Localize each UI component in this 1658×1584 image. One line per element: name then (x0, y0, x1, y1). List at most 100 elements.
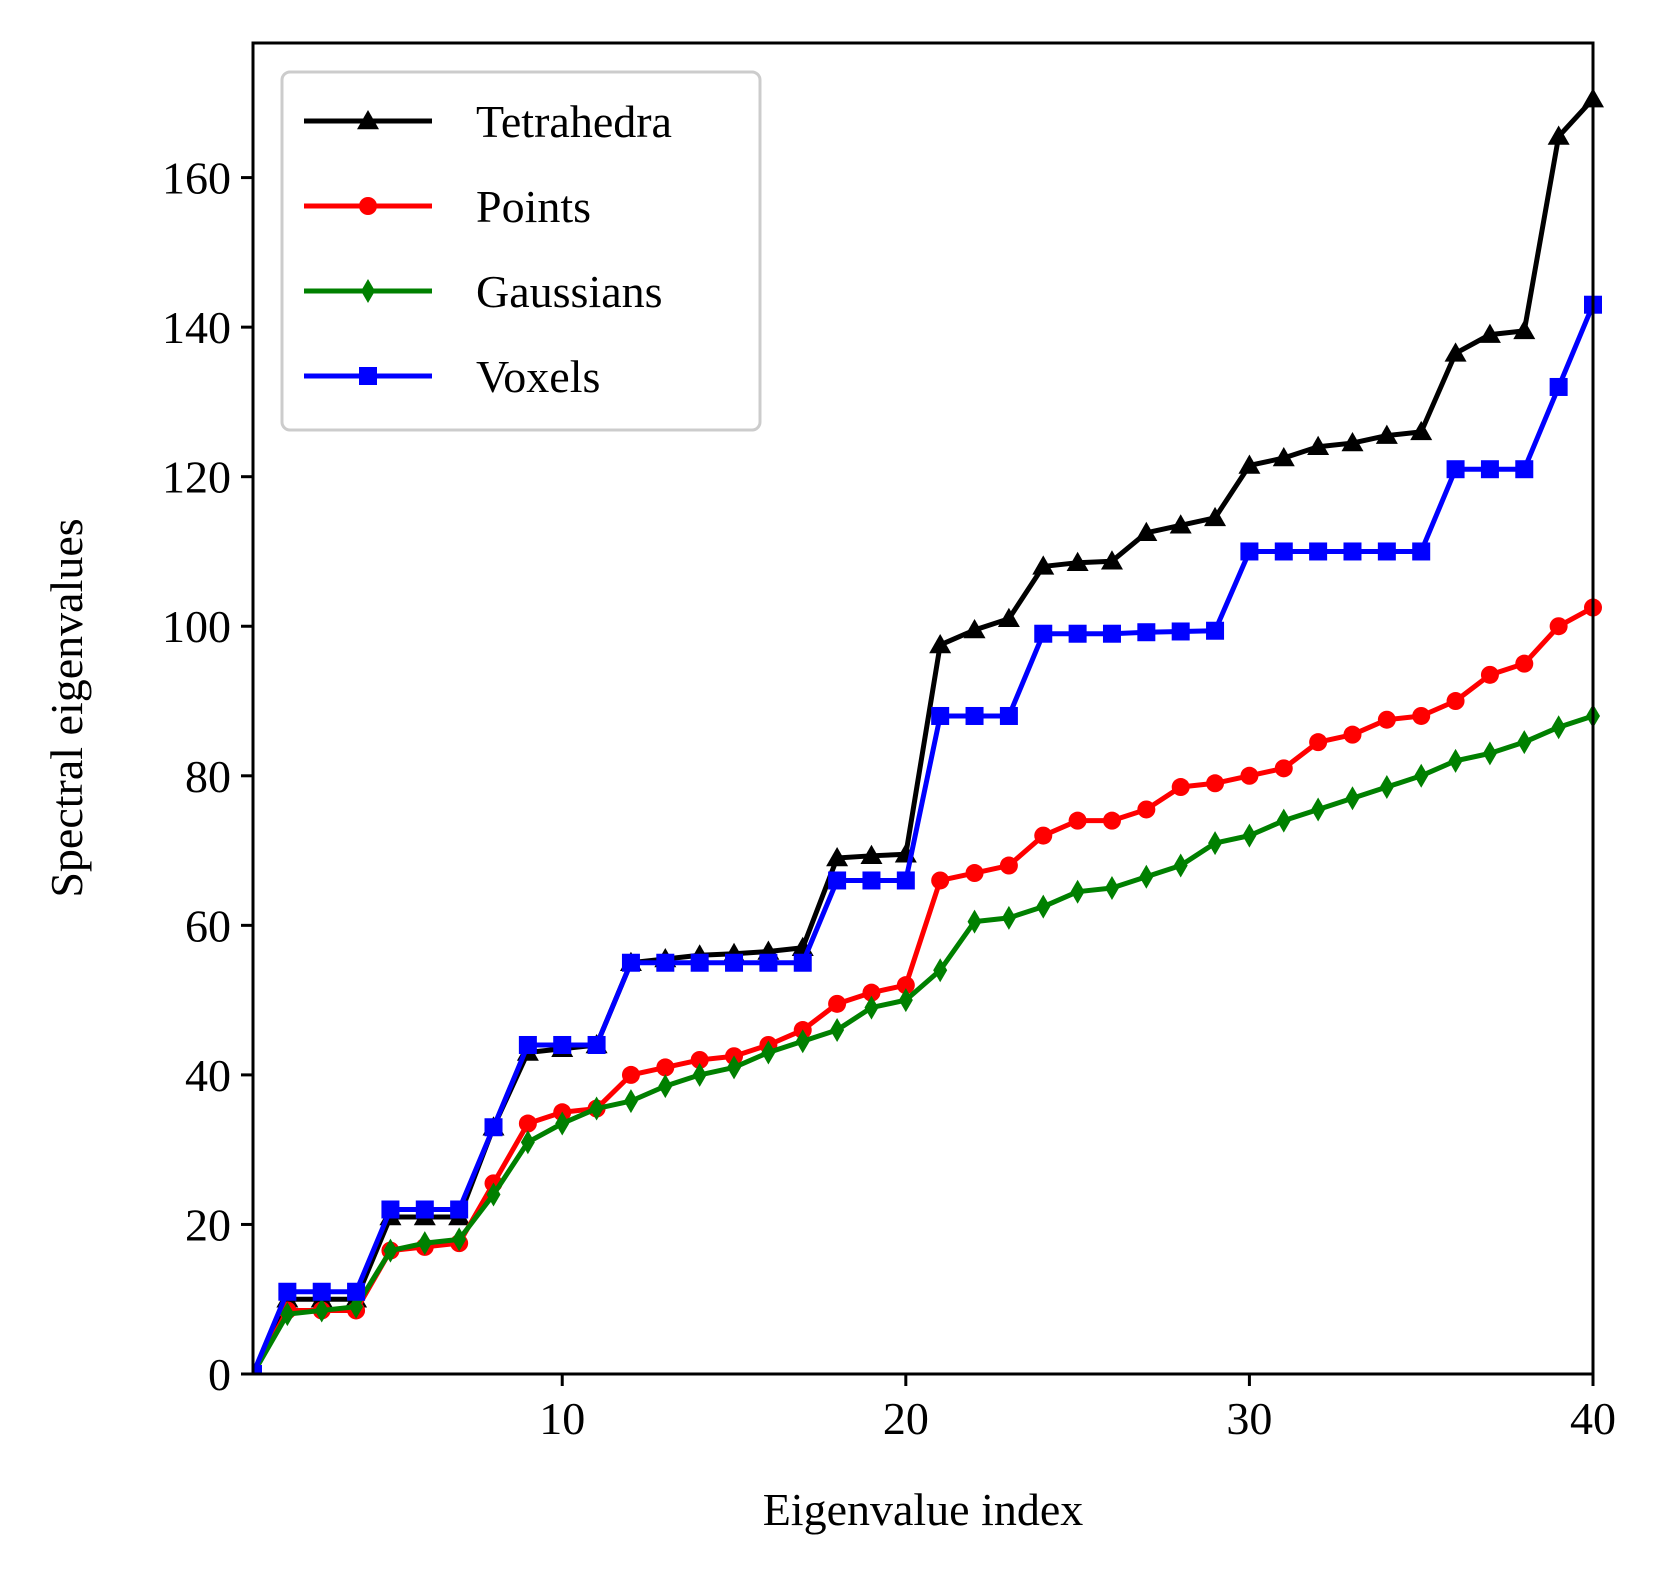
data-point-points (1549, 617, 1568, 636)
data-point-tetrahedra (1032, 555, 1055, 575)
data-point-tetrahedra (1238, 454, 1261, 474)
data-point-tetrahedra (963, 618, 986, 639)
data-point-points (862, 983, 881, 1002)
series-points (253, 598, 1602, 1374)
legend-item-gaussians: Gaussians (304, 266, 663, 317)
data-point-gaussians (1311, 797, 1326, 822)
legend-marker-tetrahedra (357, 110, 379, 130)
data-point-voxels (415, 1200, 434, 1219)
data-point-points (621, 1065, 640, 1084)
data-point-gaussians (1036, 894, 1051, 919)
data-point-gaussians (383, 1238, 398, 1263)
data-point-gaussians (795, 1029, 810, 1054)
x-axis-label: Eigenvalue index (763, 1484, 1084, 1535)
data-point-tetrahedra (1204, 506, 1227, 527)
data-point-tetrahedra (1375, 424, 1398, 444)
data-point-gaussians (417, 1231, 432, 1256)
data-point-gaussians (864, 995, 879, 1020)
data-point-voxels (553, 1035, 572, 1054)
legend-item-tetrahedra: Tetrahedra (304, 96, 672, 147)
data-point-points (1274, 759, 1293, 778)
data-point-gaussians (1345, 786, 1360, 811)
data-point-tetrahedra (1135, 521, 1158, 542)
data-point-voxels (725, 953, 744, 972)
data-point-tetrahedra (1066, 551, 1089, 571)
data-point-gaussians (1379, 775, 1394, 800)
legend-item-voxels: Voxels (304, 351, 600, 402)
legend-item-points: Points (304, 181, 591, 232)
data-point-points (1343, 725, 1362, 744)
series-line-gaussians (253, 713, 1594, 1374)
data-point-gaussians (1551, 715, 1566, 740)
data-point-tetrahedra (929, 633, 952, 654)
legend-box (280, 70, 762, 432)
y-tick-label: 160 (162, 153, 231, 204)
data-point-tetrahedra (1100, 550, 1123, 570)
data-point-points (518, 1114, 537, 1133)
data-point-points (1515, 654, 1534, 673)
data-point-gaussians (1482, 741, 1497, 766)
data-point-points (1171, 778, 1190, 797)
data-point-gaussians (623, 1089, 638, 1114)
x-tick-label: 30 (1226, 1393, 1272, 1444)
data-point-voxels (450, 1200, 469, 1219)
data-point-voxels (587, 1035, 606, 1054)
data-point-voxels (1446, 460, 1465, 479)
data-point-gaussians (1070, 879, 1085, 904)
data-point-voxels (1137, 623, 1156, 642)
data-point-voxels (896, 871, 915, 890)
data-point-gaussians (933, 958, 948, 983)
data-point-voxels (1102, 624, 1121, 643)
y-tick-label: 80 (185, 751, 231, 802)
data-point-tetrahedra (1341, 432, 1364, 452)
data-point-voxels (1309, 542, 1328, 561)
legend-marker-voxels (359, 367, 377, 385)
data-point-points (1446, 692, 1465, 711)
legend-label: Gaussians (476, 266, 663, 317)
data-point-tetrahedra (1444, 342, 1467, 362)
data-point-gaussians (692, 1062, 707, 1087)
x-tick-label: 10 (539, 1393, 585, 1444)
data-point-gaussians (967, 909, 982, 934)
data-point-gaussians (1173, 853, 1188, 878)
legend-marker-points (359, 197, 377, 215)
plot-marks (253, 88, 1604, 1374)
data-point-voxels (1206, 621, 1225, 640)
data-point-voxels (759, 953, 778, 972)
data-point-voxels (1549, 377, 1568, 396)
data-point-gaussians (280, 1302, 295, 1327)
y-tick-label: 120 (162, 452, 231, 503)
legend-label: Tetrahedra (476, 96, 672, 147)
data-point-points (1309, 733, 1328, 752)
data-point-tetrahedra (1547, 125, 1570, 145)
data-point-voxels (793, 953, 812, 972)
y-tick-label: 40 (185, 1050, 231, 1101)
data-point-points (1102, 811, 1121, 830)
data-point-voxels (312, 1282, 331, 1301)
data-point-voxels (484, 1118, 503, 1137)
data-point-gaussians (1448, 748, 1463, 773)
data-point-voxels (1515, 460, 1534, 479)
y-tick-label: 20 (185, 1199, 231, 1250)
data-point-gaussians (520, 1130, 535, 1155)
data-point-voxels (621, 953, 640, 972)
axis-ticks: 10 20 30 40 0 20 40 60 80 100 120 140 160 (162, 153, 1616, 1444)
data-point-tetrahedra (1272, 447, 1295, 467)
data-point-tetrahedra (1513, 319, 1536, 340)
data-point-gaussians (452, 1227, 467, 1252)
data-point-gaussians (1208, 831, 1223, 856)
data-point-points (1240, 766, 1259, 785)
data-point-gaussians (589, 1096, 604, 1121)
data-point-gaussians (1517, 730, 1532, 755)
data-point-voxels (862, 871, 881, 890)
data-point-tetrahedra (1478, 323, 1501, 343)
data-point-gaussians (761, 1040, 776, 1065)
plot-frame (251, 41, 1595, 1376)
data-point-points (1412, 706, 1431, 725)
data-point-voxels (1034, 624, 1053, 643)
data-point-voxels (1274, 542, 1293, 561)
data-point-voxels (1171, 622, 1190, 641)
series-voxels (253, 295, 1602, 1374)
data-point-voxels (690, 953, 709, 972)
